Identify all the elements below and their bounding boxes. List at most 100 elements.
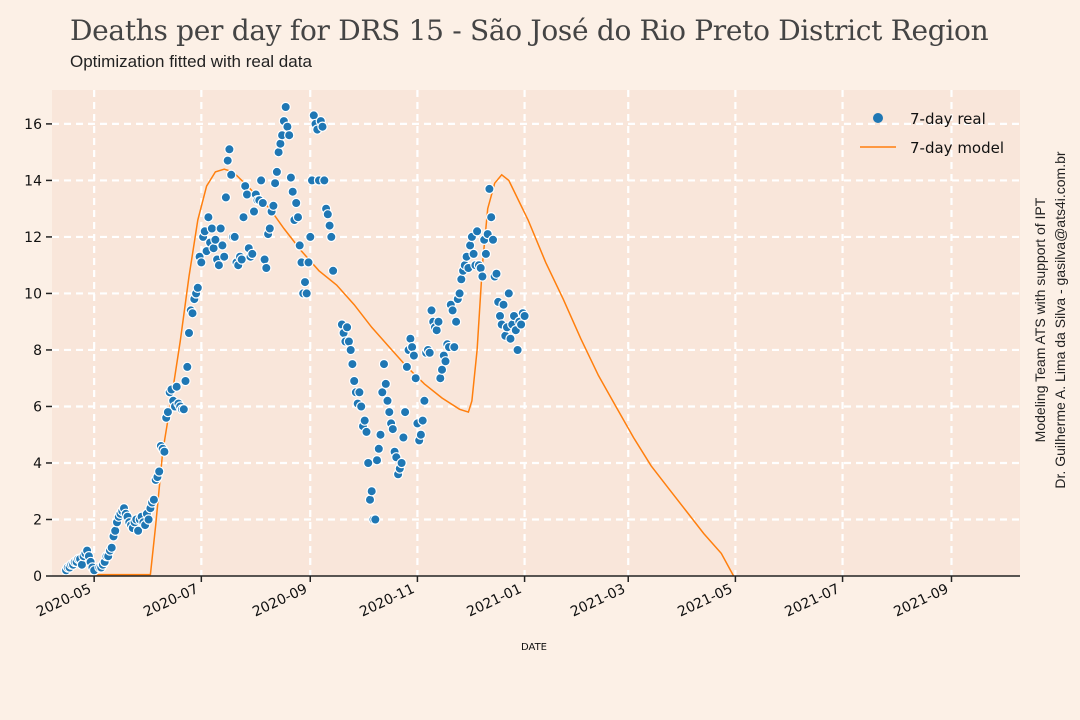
real-point <box>431 325 442 336</box>
real-point <box>192 282 203 293</box>
y-tick-label: 6 <box>33 399 42 415</box>
real-point <box>387 423 398 435</box>
real-point <box>373 443 384 454</box>
real-point <box>349 375 360 387</box>
real-point <box>271 166 283 178</box>
chart-title: Deaths per day for DRS 15 - São José do … <box>70 14 989 47</box>
real-point <box>484 183 495 195</box>
real-point <box>354 387 365 398</box>
real-series <box>60 101 530 576</box>
real-point <box>159 446 170 457</box>
real-point <box>106 542 117 553</box>
real-point <box>378 358 390 370</box>
real-point <box>294 240 305 251</box>
real-point <box>345 344 356 356</box>
y-tick-label: 2 <box>33 512 42 528</box>
real-point <box>464 240 476 251</box>
real-point <box>341 322 353 333</box>
real-point <box>284 129 295 141</box>
legend-real-label: 7-day real <box>910 110 986 128</box>
real-point <box>449 341 460 353</box>
real-point <box>275 138 286 149</box>
real-point <box>347 358 358 370</box>
real-point <box>206 223 218 234</box>
real-point <box>366 486 377 497</box>
real-point <box>225 169 237 180</box>
real-point <box>471 226 483 237</box>
real-point <box>217 240 228 251</box>
real-point <box>356 401 367 412</box>
real-point <box>143 514 154 525</box>
real-point <box>343 336 355 347</box>
real-point <box>375 429 386 440</box>
real-point <box>196 257 207 268</box>
real-point <box>291 197 302 209</box>
real-point <box>319 175 330 186</box>
real-point <box>361 426 372 438</box>
real-point <box>241 189 253 200</box>
real-point <box>380 378 391 390</box>
x-tick-label: 2021-09 <box>891 581 951 620</box>
real-point <box>384 406 395 418</box>
real-point <box>220 192 232 203</box>
y-axis-ticks: 0 2 4 6 8 10 12 14 16 <box>24 117 52 585</box>
real-point <box>477 271 488 282</box>
real-point <box>132 525 144 537</box>
real-point <box>257 197 268 209</box>
real-point <box>282 121 293 132</box>
real-point <box>480 248 492 260</box>
real-point <box>322 209 333 220</box>
x-tick-label: 2021-07 <box>782 581 842 620</box>
credits-line-2: Dr. Guilherme A. Lima da Silva - gasilva… <box>1052 151 1068 489</box>
x-tick-label: 2020-05 <box>34 581 94 620</box>
x-tick-label: 2020-09 <box>250 581 310 620</box>
legend-model-label: 7-day model <box>910 139 1004 157</box>
real-point <box>187 308 198 319</box>
real-point <box>238 211 249 223</box>
y-tick-label: 0 <box>33 569 42 585</box>
real-point <box>255 175 267 186</box>
real-point <box>447 305 458 316</box>
real-point <box>475 262 486 274</box>
real-point <box>498 299 509 310</box>
real-point <box>264 223 275 234</box>
real-point <box>287 186 298 197</box>
real-point <box>299 276 311 288</box>
real-point <box>324 220 335 231</box>
real-point <box>210 234 221 245</box>
real-point <box>371 455 383 466</box>
real-point <box>236 254 247 265</box>
real-point <box>382 395 393 406</box>
real-point <box>424 347 435 358</box>
real-point <box>398 432 409 443</box>
real-point <box>153 466 165 477</box>
real-point <box>247 248 258 260</box>
real-point <box>180 375 191 387</box>
real-point <box>224 144 235 155</box>
real-point <box>406 341 418 353</box>
real-point <box>519 310 530 322</box>
x-tick-label: 2021-05 <box>675 581 735 620</box>
real-point <box>512 344 523 356</box>
y-tick-label: 12 <box>24 230 42 246</box>
x-tick-label: 2021-03 <box>568 581 628 620</box>
x-tick-label: 2021-01 <box>464 581 524 620</box>
real-point <box>203 211 214 223</box>
real-point <box>435 373 446 384</box>
real-point <box>178 404 189 415</box>
real-point <box>401 361 413 373</box>
real-point <box>259 254 270 265</box>
real-point <box>269 177 281 189</box>
real-point <box>359 415 370 426</box>
real-point <box>415 429 427 440</box>
real-point <box>109 525 121 537</box>
real-point <box>505 333 516 344</box>
y-tick-label: 8 <box>33 343 42 359</box>
real-point <box>419 395 430 406</box>
real-point <box>208 242 219 254</box>
real-point <box>301 288 312 299</box>
real-point <box>171 381 182 392</box>
real-point <box>468 248 479 260</box>
y-tick-label: 4 <box>33 456 42 472</box>
